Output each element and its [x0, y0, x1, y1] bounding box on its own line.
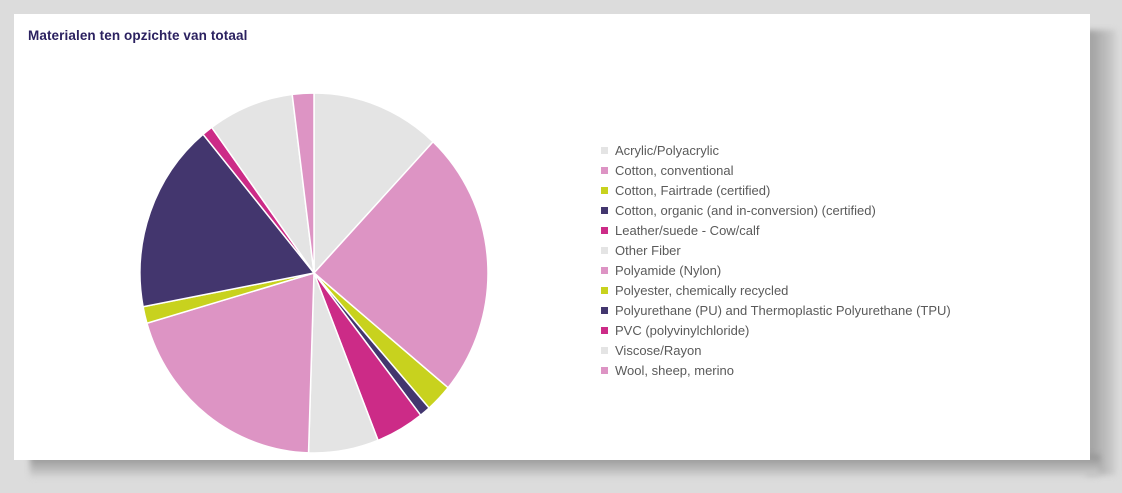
- legend-item: Viscose/Rayon: [601, 340, 951, 360]
- legend-label: Cotton, conventional: [615, 162, 734, 178]
- legend-label: Other Fiber: [615, 242, 681, 258]
- legend-label: Polyurethane (PU) and Thermoplastic Poly…: [615, 302, 951, 318]
- legend-label: Wool, sheep, merino: [615, 362, 734, 378]
- legend-label: Polyester, chemically recycled: [615, 282, 789, 298]
- legend-label: Leather/suede - Cow/calf: [615, 222, 760, 238]
- pie-slice-9: [139, 133, 316, 308]
- legend-item: Polyester, chemically recycled: [601, 280, 951, 300]
- legend-label: Viscose/Rayon: [615, 342, 702, 358]
- legend-item: Leather/suede - Cow/calf: [601, 220, 951, 240]
- legend-swatch: [601, 206, 608, 214]
- legend-swatch: [601, 286, 608, 294]
- legend-swatch: [601, 146, 608, 154]
- legend-item: Wool, sheep, merino: [601, 360, 951, 380]
- legend-swatch: [601, 266, 608, 274]
- pie-slice-12: [291, 92, 315, 274]
- legend-label: Cotton, Fairtrade (certified): [615, 182, 771, 198]
- legend-label: Cotton, organic (and in-conversion) (cer…: [615, 202, 876, 218]
- legend-label: PVC (polyvinylchloride): [615, 322, 750, 338]
- legend-swatch: [601, 326, 608, 334]
- legend-label: Polyamide (Nylon): [615, 262, 722, 278]
- pie-slice-2: [312, 140, 489, 389]
- legend-item: Cotton, conventional: [601, 160, 951, 180]
- pie-slice-7: [145, 271, 315, 454]
- legend-swatch: [601, 226, 608, 234]
- pie-chart: [139, 92, 489, 454]
- legend-swatch: [601, 346, 608, 354]
- pie-slice-11: [210, 93, 315, 274]
- legend-swatch: [601, 366, 608, 374]
- legend-item: Acrylic/Polyacrylic: [601, 140, 951, 160]
- legend-label: Acrylic/Polyacrylic: [615, 142, 720, 158]
- card-shadow-right: [1086, 30, 1116, 475]
- legend-item: Polyurethane (PU) and Thermoplastic Poly…: [601, 300, 951, 320]
- chart-card: Materialen ten opzichte van totaal Acryl…: [14, 14, 1090, 460]
- card-shadow-bottom: [30, 455, 1100, 477]
- legend-item: Other Fiber: [601, 240, 951, 260]
- legend-item: Cotton, organic (and in-conversion) (cer…: [601, 200, 951, 220]
- legend-item: Cotton, Fairtrade (certified): [601, 180, 951, 200]
- legend-item: PVC (polyvinylchloride): [601, 320, 951, 340]
- chart-legend: Acrylic/Polyacrylic Cotton, conventional C…: [601, 140, 951, 380]
- legend-swatch: [601, 246, 608, 254]
- legend-swatch: [601, 186, 608, 194]
- pie-slice-1: [313, 92, 435, 275]
- legend-swatch: [601, 306, 608, 314]
- chart-title: Materialen ten opzichte van totaal: [28, 28, 248, 43]
- legend-swatch: [601, 166, 608, 174]
- legend-item: Polyamide (Nylon): [601, 260, 951, 280]
